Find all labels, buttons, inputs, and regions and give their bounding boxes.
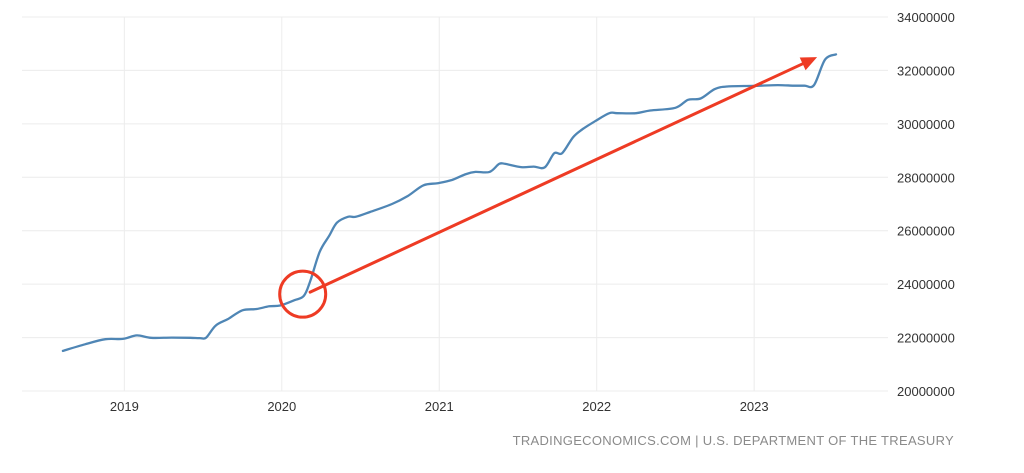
series-layer [61, 53, 838, 353]
x-tick-label: 2019 [110, 399, 139, 414]
y-tick-label: 30000000 [897, 117, 955, 132]
y-axis-tick-labels: 20000000 22000000 24000000 26000000 28000000… [897, 10, 955, 399]
x-tick-label: 2023 [740, 399, 769, 414]
y-tick-label: 32000000 [897, 63, 955, 78]
y-tick-label: 22000000 [897, 331, 955, 346]
gridlines [22, 16, 888, 392]
highlight-circle [278, 269, 328, 319]
trend-arrow-head [799, 57, 818, 71]
series-line [61, 53, 838, 353]
y-tick-label: 20000000 [897, 384, 955, 399]
x-tick-label: 2021 [425, 399, 454, 414]
y-tick-label: 26000000 [897, 224, 955, 239]
x-axis-tick-labels: 2019 2020 2021 2022 2023 [110, 399, 769, 414]
annotations-layer [278, 57, 818, 319]
x-tick-label: 2022 [582, 399, 611, 414]
y-tick-label: 28000000 [897, 170, 955, 185]
y-tick-label: 24000000 [897, 277, 955, 292]
x-tick-label: 2020 [267, 399, 296, 414]
source-attribution: TRADINGECONOMICS.COM | U.S. DEPARTMENT O… [512, 433, 954, 448]
y-tick-label: 34000000 [897, 10, 955, 25]
trend-arrow-line [308, 62, 805, 294]
